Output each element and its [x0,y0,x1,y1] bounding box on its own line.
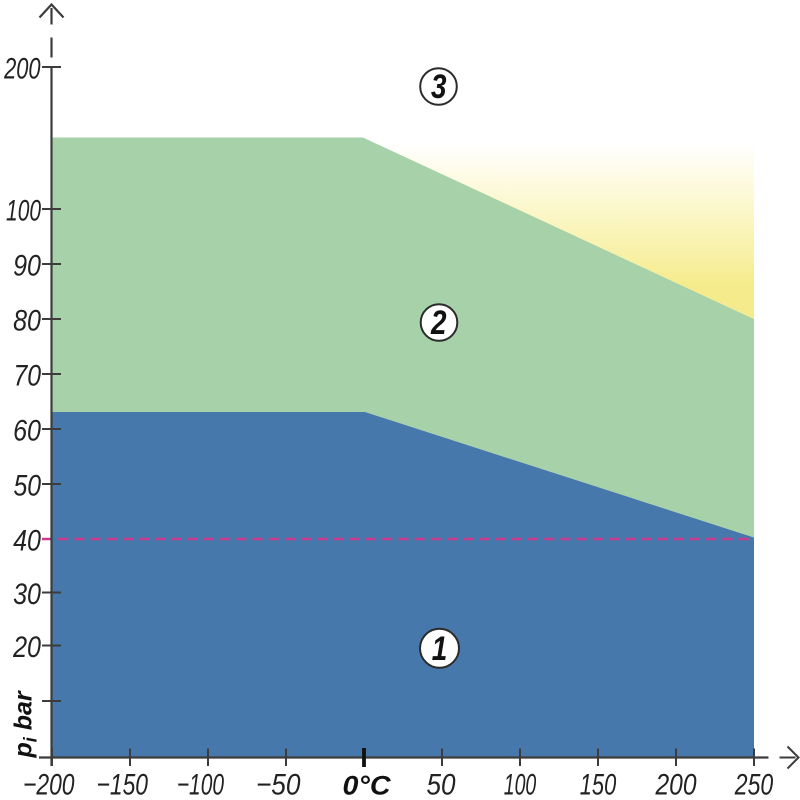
svg-text:3: 3 [431,68,447,106]
svg-text:−100: −100 [177,769,225,800]
svg-text:−200: −200 [23,768,75,800]
svg-text:40: 40 [13,524,41,557]
svg-text:200: 200 [3,53,41,85]
svg-text:1: 1 [432,629,448,667]
svg-text:30: 30 [13,577,41,610]
svg-text:pi bar: pi bar [10,690,41,758]
svg-text:−50: −50 [256,768,301,800]
svg-text:2: 2 [430,304,446,342]
svg-text:60: 60 [13,414,41,447]
svg-text:−150: −150 [97,768,149,800]
svg-text:150: 150 [580,769,617,800]
svg-text:50: 50 [13,468,41,502]
svg-text:100: 100 [6,195,42,227]
svg-text:20: 20 [12,630,41,663]
svg-text:100: 100 [504,769,537,800]
svg-text:80: 80 [13,304,41,337]
svg-text:250: 250 [734,768,773,800]
svg-text:50: 50 [426,768,455,800]
svg-text:0°C: 0°C [343,771,392,800]
svg-text:200: 200 [655,767,697,800]
svg-text:70: 70 [13,358,41,392]
svg-text:90: 90 [13,249,41,282]
